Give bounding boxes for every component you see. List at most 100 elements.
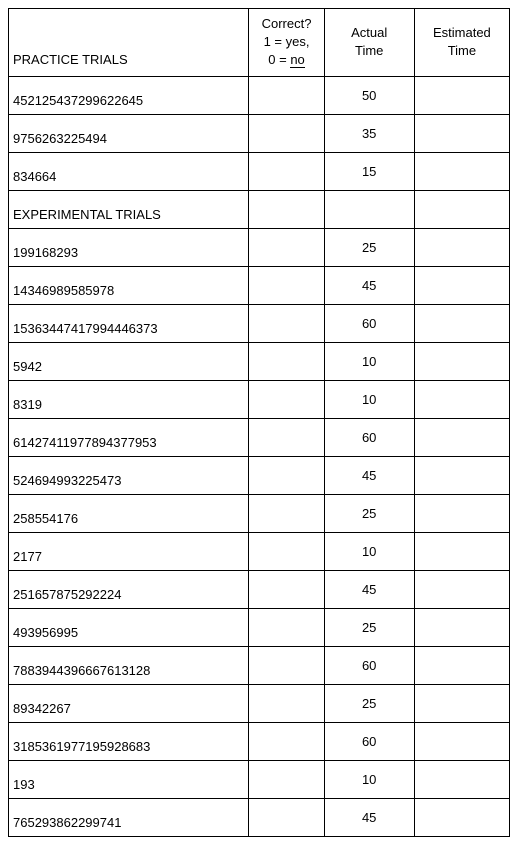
table-row: 258554176 25	[9, 494, 510, 532]
trial-cell: 834664	[9, 152, 249, 190]
actual-time-cell	[324, 190, 414, 228]
actual-time-cell: 60	[324, 304, 414, 342]
estimated-time-cell	[414, 152, 509, 190]
estimated-time-cell	[414, 418, 509, 456]
table-row: 7883944396667613128 60	[9, 646, 510, 684]
trial-cell: 7883944396667613128	[9, 646, 249, 684]
correct-cell	[249, 456, 324, 494]
estimated-time-cell	[414, 684, 509, 722]
actual-time-cell: 10	[324, 760, 414, 798]
estimated-time-cell	[414, 76, 509, 114]
estimated-time-cell	[414, 494, 509, 532]
estimated-time-cell	[414, 570, 509, 608]
header-actual-time: Actual Time	[324, 9, 414, 77]
correct-cell	[249, 494, 324, 532]
table-row: 49395699525	[9, 608, 510, 646]
trials-table: PRACTICE TRIALS Correct? 1 = yes, 0 = no…	[8, 8, 510, 837]
actual-time-cell: 60	[324, 722, 414, 760]
table-row: 524694993225473 45	[9, 456, 510, 494]
actual-time-cell: 15	[324, 152, 414, 190]
estimated-time-cell	[414, 760, 509, 798]
estimated-time-cell	[414, 114, 509, 152]
header-practice-trials: PRACTICE TRIALS	[9, 9, 249, 77]
table-row: 2177 10	[9, 532, 510, 570]
trial-cell: 5942	[9, 342, 249, 380]
table-row: EXPERIMENTAL TRIALS	[9, 190, 510, 228]
estimated-time-cell	[414, 456, 509, 494]
estimated-time-cell	[414, 228, 509, 266]
correct-cell	[249, 190, 324, 228]
table-row: 975626322549435	[9, 114, 510, 152]
actual-time-cell: 10	[324, 532, 414, 570]
estimated-time-cell	[414, 342, 509, 380]
table-row: 89342267 25	[9, 684, 510, 722]
table-row: 193 10	[9, 760, 510, 798]
estimated-time-cell	[414, 532, 509, 570]
actual-time-cell: 25	[324, 684, 414, 722]
trial-cell: 9756263225494	[9, 114, 249, 152]
correct-cell	[249, 342, 324, 380]
table-row: 199168293 25	[9, 228, 510, 266]
trial-cell: 258554176	[9, 494, 249, 532]
header-col3-line2: Time	[355, 43, 383, 58]
estimated-time-cell	[414, 798, 509, 836]
header-col3-line1: Actual	[351, 25, 387, 40]
correct-cell	[249, 152, 324, 190]
trial-cell: 3185361977195928683	[9, 722, 249, 760]
trial-cell: 2177	[9, 532, 249, 570]
correct-cell	[249, 570, 324, 608]
actual-time-cell: 50	[324, 76, 414, 114]
table-body: 452125437299622645 5097562632254943583466…	[9, 76, 510, 836]
actual-time-cell: 10	[324, 342, 414, 380]
correct-cell	[249, 608, 324, 646]
trial-cell: 199168293	[9, 228, 249, 266]
actual-time-cell: 45	[324, 456, 414, 494]
actual-time-cell: 60	[324, 646, 414, 684]
table-row: 76529386229974145	[9, 798, 510, 836]
correct-cell	[249, 760, 324, 798]
estimated-time-cell	[414, 608, 509, 646]
correct-cell	[249, 646, 324, 684]
table-row: 251657875292224 45	[9, 570, 510, 608]
table-row: 6142741197789437795360	[9, 418, 510, 456]
correct-cell	[249, 228, 324, 266]
trial-cell: 15363447417994446373	[9, 304, 249, 342]
actual-time-cell: 10	[324, 380, 414, 418]
table-row: 15363447417994446373 60	[9, 304, 510, 342]
estimated-time-cell	[414, 722, 509, 760]
actual-time-cell: 45	[324, 798, 414, 836]
estimated-time-cell	[414, 190, 509, 228]
table-row: 452125437299622645 50	[9, 76, 510, 114]
correct-cell	[249, 380, 324, 418]
trial-cell: 89342267	[9, 684, 249, 722]
estimated-time-cell	[414, 304, 509, 342]
correct-cell	[249, 266, 324, 304]
estimated-time-cell	[414, 266, 509, 304]
header-col2-line2: 1 = yes,	[264, 34, 310, 49]
header-col4-line2: Time	[448, 43, 476, 58]
header-row: PRACTICE TRIALS Correct? 1 = yes, 0 = no…	[9, 9, 510, 77]
trial-cell: 61427411977894377953	[9, 418, 249, 456]
correct-cell	[249, 114, 324, 152]
correct-cell	[249, 304, 324, 342]
table-row: 5942 10	[9, 342, 510, 380]
trial-cell: 251657875292224	[9, 570, 249, 608]
estimated-time-cell	[414, 646, 509, 684]
trial-cell: 193	[9, 760, 249, 798]
actual-time-cell: 45	[324, 570, 414, 608]
trial-cell: EXPERIMENTAL TRIALS	[9, 190, 249, 228]
trial-cell: 452125437299622645	[9, 76, 249, 114]
trial-cell: 8319	[9, 380, 249, 418]
header-estimated-time: Estimated Time	[414, 9, 509, 77]
table-row: 14346989585978 45	[9, 266, 510, 304]
trial-cell: 14346989585978	[9, 266, 249, 304]
actual-time-cell: 25	[324, 494, 414, 532]
correct-cell	[249, 532, 324, 570]
trial-cell: 524694993225473	[9, 456, 249, 494]
actual-time-cell: 25	[324, 228, 414, 266]
actual-time-cell: 45	[324, 266, 414, 304]
header-correct: Correct? 1 = yes, 0 = no	[249, 9, 324, 77]
header-col2-line1: Correct?	[262, 16, 312, 31]
correct-cell	[249, 76, 324, 114]
correct-cell	[249, 798, 324, 836]
